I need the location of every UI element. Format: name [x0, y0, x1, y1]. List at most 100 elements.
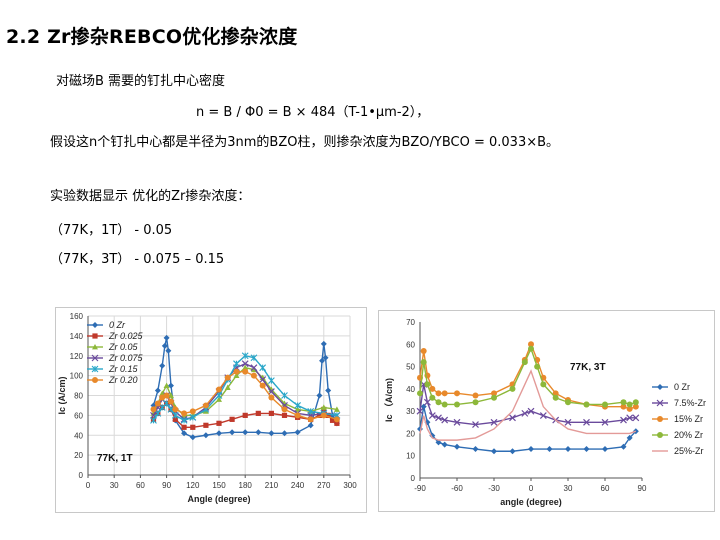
legend-swatch-marker — [92, 344, 98, 350]
y-tick-label: 60 — [406, 340, 415, 349]
data-point — [454, 390, 460, 397]
data-point — [161, 342, 168, 349]
chart-annotation: 77K, 1T — [97, 453, 133, 464]
legend-item: Zr 0.20 — [87, 375, 138, 385]
data-point — [552, 390, 559, 397]
data-point — [241, 352, 249, 360]
slide-title: 2.2 Zr掺杂REBCO优化掺杂浓度 — [6, 26, 298, 48]
data-point — [202, 402, 209, 409]
data-point — [534, 363, 541, 370]
data-point — [181, 424, 187, 430]
data-point — [509, 385, 516, 392]
legend-label: 0 Zr — [109, 320, 126, 330]
data-point — [509, 414, 516, 422]
x-tick-label: 90 — [638, 484, 647, 493]
x-tick-label: 270 — [317, 481, 331, 490]
data-point — [417, 390, 423, 397]
legend-item: 25%-Zr — [652, 446, 704, 456]
data-point — [294, 412, 301, 419]
data-point — [267, 388, 275, 395]
data-point — [583, 401, 590, 408]
legend-swatch-marker — [91, 365, 99, 373]
data-point — [307, 416, 314, 423]
data-point — [281, 392, 288, 399]
data-point — [224, 384, 231, 390]
y-tick-label: 50 — [406, 363, 415, 372]
legend-swatch-marker — [656, 399, 664, 407]
data-point — [250, 354, 258, 362]
data-point — [626, 401, 633, 408]
data-point — [320, 340, 327, 347]
data-point — [509, 448, 516, 455]
text-line-result-3t: （77K，3T） - 0.075 – 0.15 — [50, 252, 225, 267]
data-point — [190, 424, 196, 430]
data-point — [521, 359, 528, 366]
data-point — [159, 390, 166, 396]
data-point — [491, 394, 497, 401]
data-point — [325, 387, 332, 394]
legend-item: Zr 0.025 — [87, 331, 144, 341]
y-tick-label: 10 — [406, 452, 415, 461]
data-point — [150, 416, 157, 424]
data-point — [420, 359, 427, 366]
data-point — [420, 347, 427, 354]
data-point — [491, 448, 497, 455]
data-point — [528, 446, 534, 453]
y-tick-label: 70 — [406, 318, 415, 327]
y-tick-label: 160 — [70, 312, 84, 321]
text-line-assumption: 假设这n个钉扎中心都是半径为3nm的BZO柱，则掺杂浓度为BZO/YBCO = … — [50, 135, 560, 150]
data-point — [602, 401, 608, 408]
data-point — [167, 382, 174, 389]
data-point — [163, 382, 170, 388]
data-point — [602, 446, 608, 453]
legend-item: 15% Zr — [652, 414, 703, 424]
legend-item: Zr 0.075 — [87, 353, 144, 363]
data-point — [620, 416, 627, 424]
y-tick-label: 30 — [406, 407, 415, 416]
data-point — [583, 418, 590, 426]
data-point — [163, 392, 170, 399]
x-tick-label: 0 — [86, 481, 91, 490]
data-point — [583, 446, 590, 453]
x-tick-label: 0 — [529, 484, 534, 493]
data-point — [320, 412, 327, 419]
data-point — [189, 408, 196, 415]
x-tick-label: 60 — [136, 481, 145, 490]
data-point — [632, 403, 639, 410]
data-point — [565, 446, 571, 453]
series-line — [419, 406, 637, 452]
data-point — [491, 390, 497, 397]
data-point — [325, 412, 331, 418]
data-point — [565, 399, 571, 406]
data-point — [333, 406, 340, 412]
legend-swatch-marker — [92, 377, 98, 383]
data-point — [154, 400, 161, 407]
data-point — [202, 432, 209, 439]
legend-label: Zr 0.15 — [108, 364, 139, 374]
chart-1t: 0 20 40 60 80 100 120 140 160 0 30 60 90 120 150 180 210… — [57, 312, 357, 504]
legend-swatch-marker — [92, 322, 98, 328]
data-point — [601, 418, 609, 426]
data-point — [229, 416, 235, 422]
legend-label: Zr 0.20 — [108, 375, 138, 385]
chart-frame-3t — [378, 310, 715, 512]
x-tick-label: 180 — [239, 481, 253, 490]
data-point — [255, 410, 261, 416]
data-point — [268, 430, 275, 437]
legend-swatch-marker — [657, 384, 663, 390]
data-point — [215, 392, 223, 399]
data-point — [540, 381, 547, 388]
data-point — [294, 402, 301, 409]
data-point — [268, 410, 274, 416]
data-point — [428, 412, 436, 420]
data-point — [320, 404, 327, 410]
data-point — [564, 418, 572, 426]
data-point — [229, 429, 236, 436]
data-point — [165, 347, 172, 354]
y-tick-label: 40 — [74, 431, 83, 440]
data-point — [626, 414, 634, 422]
chart-annotation: 77K, 3T — [570, 362, 606, 373]
chart-frame-1t — [55, 307, 367, 513]
data-point — [281, 412, 288, 418]
data-point — [472, 399, 479, 406]
